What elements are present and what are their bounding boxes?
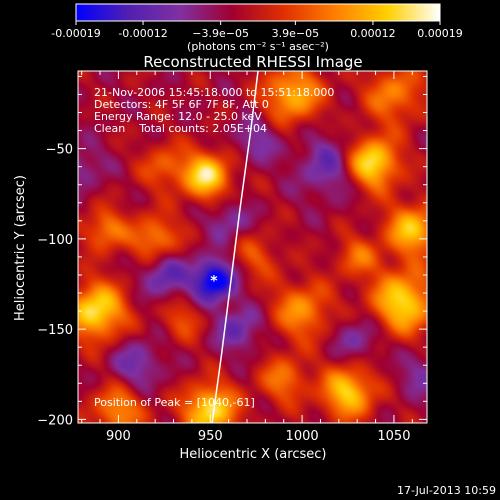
x-tick-label: 900 bbox=[106, 429, 131, 444]
peak-position-label: Position of Peak = [1040,-61] bbox=[94, 396, 255, 409]
colorbar-tick-label: -0.00012 bbox=[118, 27, 167, 40]
colorbar-tick-label: 0.00019 bbox=[417, 27, 463, 40]
x-tick-label: 950 bbox=[198, 429, 223, 444]
plot-frame bbox=[77, 70, 428, 424]
colorbar-units: (photons cm⁻² s⁻¹ asec⁻²) bbox=[187, 40, 329, 53]
x-axis-label: Heliocentric X (arcsec) bbox=[180, 447, 327, 462]
x-tick-label: 1050 bbox=[377, 429, 410, 444]
footer-timestamp: 17-Jul-2013 10:59 bbox=[397, 484, 496, 497]
colorbar-tick-label: -0.00019 bbox=[51, 27, 100, 40]
axes: 900 950 1000 1050 −50 −100 −150 −200 bbox=[37, 71, 427, 444]
heatmap-image bbox=[78, 71, 427, 423]
solar-limb-curve bbox=[211, 71, 259, 423]
y-tick-label: −200 bbox=[37, 413, 73, 428]
colorbar bbox=[75, 3, 441, 22]
y-tick-label: −50 bbox=[46, 143, 73, 158]
chart-title: Reconstructed RHESSI Image bbox=[143, 53, 362, 71]
minimum-marker: * bbox=[210, 273, 218, 289]
annotations: 21-Nov-2006 15:45:18.000 to 15:51:18.000… bbox=[94, 86, 334, 409]
annotation-time: 21-Nov-2006 15:45:18.000 to 15:51:18.000 bbox=[94, 86, 334, 99]
colorbar-tick-label: 3.9e−05 bbox=[272, 27, 319, 40]
x-tick-label: 1000 bbox=[286, 429, 319, 444]
annotation-detectors: Detectors: 4F 5F 6F 7F 8F, Att 0 bbox=[94, 98, 269, 111]
colorbar-tick-label: 0.00012 bbox=[350, 27, 396, 40]
annotation-energy: Energy Range: 12.0 - 25.0 keV bbox=[94, 110, 262, 123]
annotation-counts: Clean Total counts: 2.05E+04 bbox=[94, 122, 267, 135]
colorbar-ticks: -0.00019 -0.00012 −3.9e−05 3.9e−05 0.00012 0.… bbox=[51, 21, 463, 40]
y-axis-label: Heliocentric Y (arcsec) bbox=[13, 175, 28, 321]
y-tick-label: −100 bbox=[37, 233, 73, 248]
y-tick-label: −150 bbox=[37, 323, 73, 338]
colorbar-tick-label: −3.9e−05 bbox=[192, 27, 249, 40]
